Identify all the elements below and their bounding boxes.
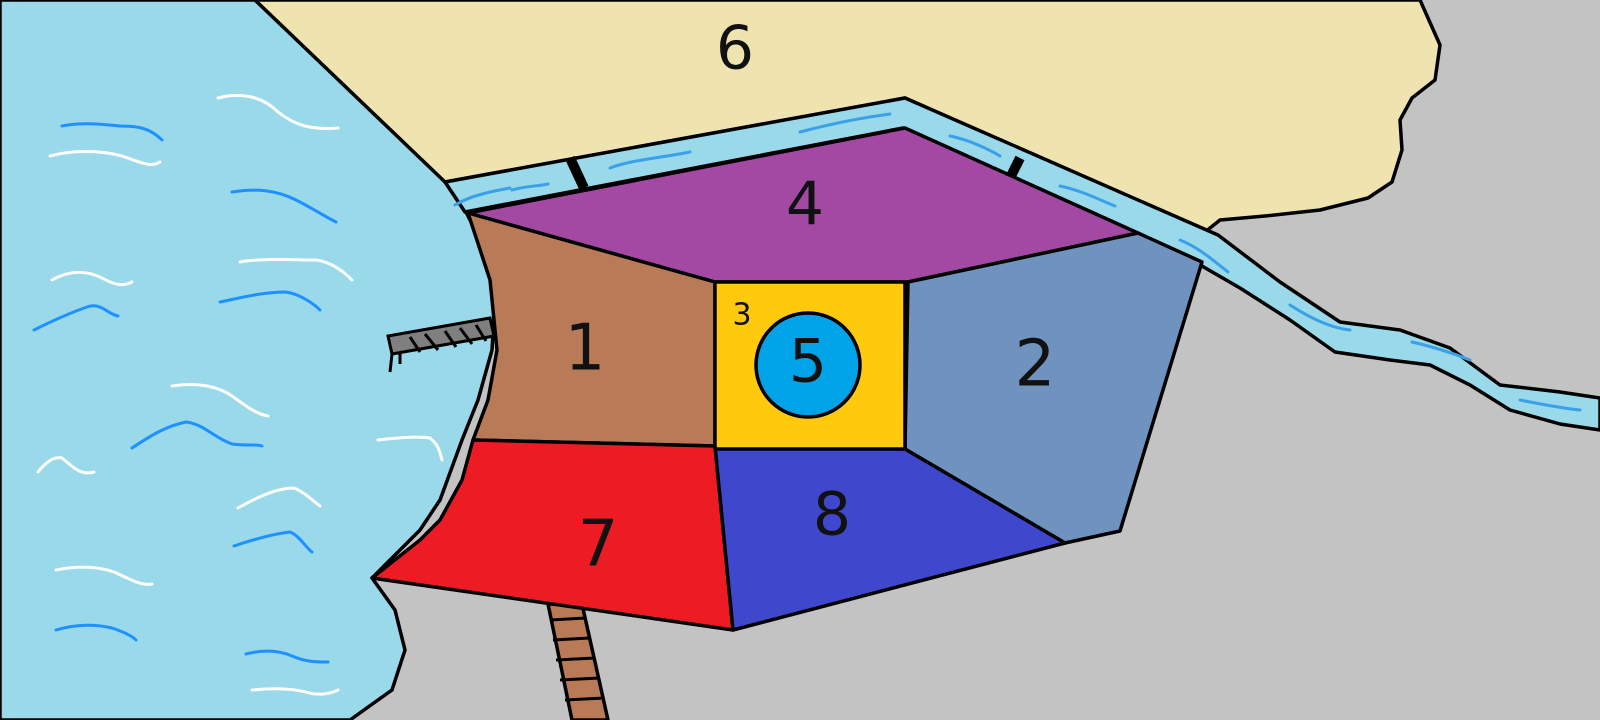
region-3-label: 3	[732, 298, 751, 333]
region-8-label: 8	[813, 480, 851, 550]
region-6-label: 6	[716, 14, 754, 84]
region-2-label: 2	[1015, 328, 1056, 402]
region-4-label: 4	[786, 170, 824, 240]
region-7-label: 7	[578, 508, 619, 582]
region-5-label: 5	[789, 327, 827, 397]
region-1-label: 1	[565, 312, 606, 386]
